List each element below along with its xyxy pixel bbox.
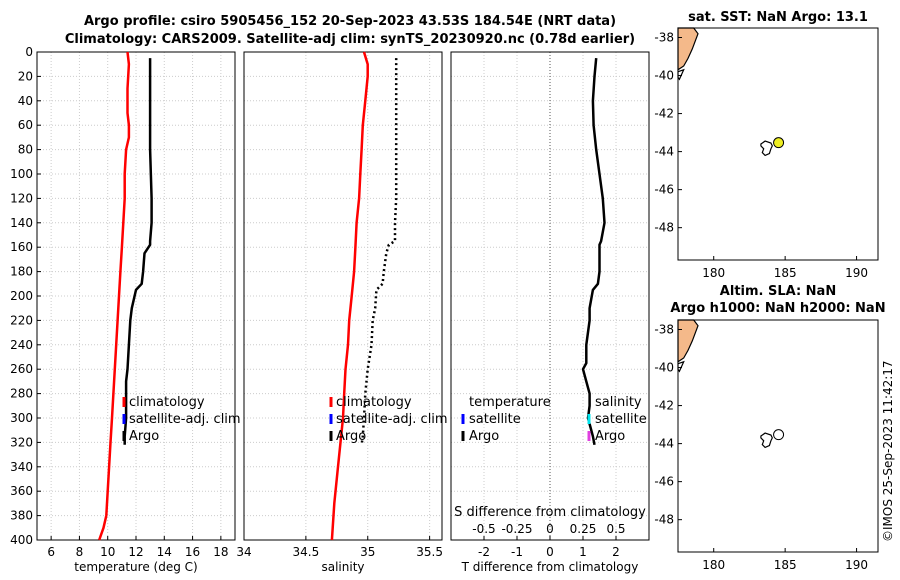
legend-label: climatology [129,395,205,410]
map-y-tick-label: -42 [654,107,674,121]
x-tick-label: 10 [100,545,115,559]
map-y-tick-label: -48 [654,513,674,527]
x-tick-label: 34 [236,545,251,559]
x2-tick-label: -0.5 [472,522,495,536]
map-sla-title-line2: Argo h1000: NaN h2000: NaN [670,301,886,316]
map-y-tick-label: -48 [654,221,674,235]
map-sla-title-line1: Altim. SLA: NaN [719,284,837,299]
y-tick-label: 340 [10,460,33,474]
x-tick-label: 1 [579,545,587,559]
legend-label: satellite-adj. clim [129,412,241,427]
figure-title-line1: Argo profile: csiro 5905456_152 20-Sep-2… [83,14,617,29]
legend-label: Argo [336,429,366,444]
y-tick-label: 320 [10,435,33,449]
legend-label: satellite [469,412,521,427]
x-tick-label: 2 [612,545,620,559]
y-tick-label: 100 [10,167,33,181]
legend-label: salinity [595,395,642,410]
y-tick-label: 80 [18,143,33,157]
x-axis-label-salinity: salinity [321,560,364,574]
y-tick-label: 360 [10,484,33,498]
map-y-tick-label: -44 [654,145,674,159]
land-icon [677,27,699,71]
y-tick-label: 120 [10,191,33,205]
x-tick-label: -2 [478,545,490,559]
y-tick-label: 180 [10,265,33,279]
map-x-tick-label: 180 [702,266,725,280]
legend-label: Argo [129,429,159,444]
map-y-tick-label: -40 [654,361,674,375]
map-y-tick-label: -38 [654,31,674,45]
x-tick-label: 35.5 [416,545,443,559]
map-x-tick-label: 185 [774,558,797,572]
x-tick-label: 0 [546,545,554,559]
map-x-tick-label: 190 [845,558,868,572]
legend-label: Argo [469,429,499,444]
legend-label: temperature [469,395,551,410]
map-y-tick-label: -40 [654,69,674,83]
y-tick-label: 160 [10,240,33,254]
x2-axis-label: S difference from climatology [454,505,646,520]
float-position-marker [773,137,785,149]
x-tick-label: -1 [511,545,523,559]
map-y-tick-label: -42 [654,399,674,413]
y-tick-label: 220 [10,313,33,327]
x2-tick-label: 0.5 [606,522,625,536]
map-y-tick-label: -44 [654,437,674,451]
x-tick-label: 35 [360,545,375,559]
map-x-tick-label: 180 [702,558,725,572]
y-tick-label: 380 [10,509,33,523]
y-tick-label: 0 [25,45,33,59]
figure-title-line2: Climatology: CARS2009. Satellite-adj cli… [64,32,636,47]
y-tick-label: 400 [10,533,33,547]
axes-frame-salinity [243,51,443,541]
x-tick-label: 6 [47,545,55,559]
x-tick-label: 34.5 [293,545,320,559]
island-icon [760,140,773,157]
map-y-tick-label: -46 [654,183,674,197]
legend-label: climatology [336,395,412,410]
map-x-tick-label: 185 [774,266,797,280]
map-y-tick-label: -46 [654,475,674,489]
x2-tick-label: -0.25 [501,522,532,536]
y-tick-label: 60 [18,118,33,132]
map-sst-title: sat. SST: NaN Argo: 13.1 [688,10,868,25]
y-tick-label: 260 [10,362,33,376]
legend-label: satellite [595,412,647,427]
x-axis-label-temperature: temperature (deg C) [74,560,197,574]
x2-tick-label: 0 [546,522,554,536]
x2-tick-label: 0.25 [570,522,597,536]
series-line-argo-t-diff [581,57,606,446]
series-line-argo [123,58,153,445]
x-tick-label: 14 [157,545,172,559]
x-tick-label: 16 [185,545,200,559]
legend-label: Argo [595,429,625,444]
x-tick-label: 18 [213,545,228,559]
y-tick-label: 240 [10,338,33,352]
series-line-climatology [330,51,369,541]
series-line-argo [360,58,398,445]
y-tick-label: 200 [10,289,33,303]
island-icon [760,432,773,449]
map-x-tick-label: 190 [845,266,868,280]
series-line-climatology [98,51,131,541]
y-tick-label: 280 [10,387,33,401]
x-axis-label-difference: T difference from climatology [461,560,639,574]
land-icon [677,319,699,363]
float-position-marker [773,429,785,441]
x-tick-label: 8 [76,545,84,559]
y-tick-label: 300 [10,411,33,425]
y-tick-label: 20 [18,69,33,83]
y-tick-label: 140 [10,216,33,230]
y-tick-label: 40 [18,94,33,108]
x-tick-label: 12 [128,545,143,559]
map-frame-sst [677,27,879,261]
legend-label: satellite-adj. clim [336,412,448,427]
map-y-tick-label: -38 [654,323,674,337]
